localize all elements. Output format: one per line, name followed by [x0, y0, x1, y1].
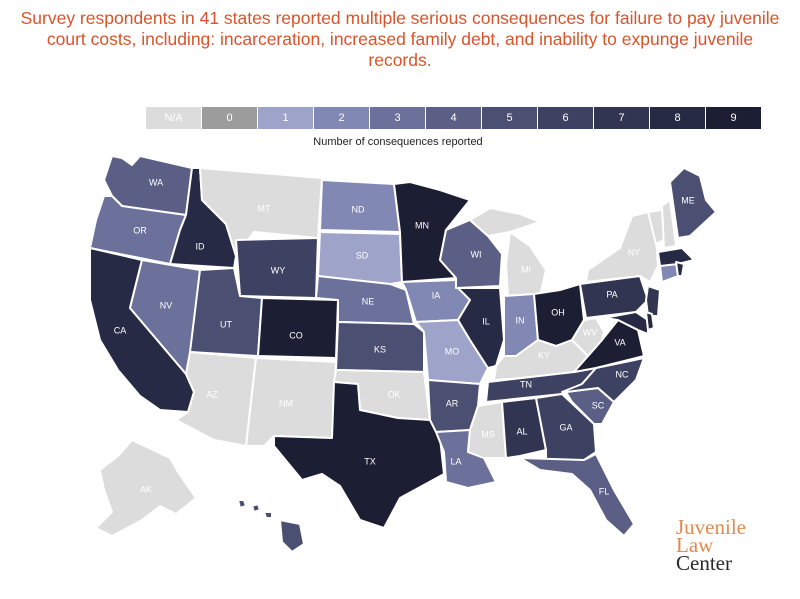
state-nh[interactable]	[661, 199, 677, 249]
label-mo: MO	[445, 346, 460, 356]
state-sd[interactable]	[317, 231, 403, 285]
label-wa: WA	[149, 177, 163, 187]
state-hi[interactable]	[237, 499, 305, 553]
label-ut: UT	[220, 319, 232, 329]
legend-cell-8: 8	[650, 107, 706, 129]
label-wi: WI	[471, 249, 482, 259]
label-ga: GA	[559, 422, 572, 432]
label-nm: NM	[279, 398, 293, 408]
label-ky: KY	[538, 350, 550, 360]
legend-cell-6: 6	[538, 107, 594, 129]
legend-cell-7: 7	[594, 107, 650, 129]
label-id: ID	[196, 241, 206, 251]
logo-line-3: Center	[676, 551, 732, 575]
state-ma[interactable]	[657, 247, 695, 267]
logo-line-2: Law	[676, 533, 714, 557]
label-va: VA	[614, 337, 625, 347]
label-la: LA	[450, 456, 461, 466]
label-ny: NY	[628, 247, 641, 257]
state-il[interactable]	[457, 287, 505, 369]
state-ri[interactable]	[675, 261, 685, 277]
state-ny[interactable]	[585, 211, 659, 283]
label-sd: SD	[356, 250, 369, 260]
label-tn: TN	[520, 379, 532, 389]
label-ks: KS	[374, 344, 386, 354]
label-wv: WV	[583, 327, 598, 337]
state-fl[interactable]	[519, 453, 635, 537]
state-co[interactable]	[257, 297, 339, 359]
state-me[interactable]	[669, 167, 717, 239]
legend-cell-2: 2	[314, 107, 370, 129]
state-nc[interactable]	[561, 357, 645, 403]
label-pa: PA	[606, 289, 617, 299]
logo-line-1: Juvenile	[676, 515, 746, 539]
label-al: AL	[516, 426, 527, 436]
label-nv: NV	[160, 300, 173, 310]
label-ak: AK	[140, 484, 152, 494]
state-ks[interactable]	[335, 321, 425, 373]
label-ar: AR	[446, 398, 459, 408]
label-fl: FL	[599, 486, 610, 496]
juvenile-law-center-logo: Juvenile Law Center	[676, 515, 746, 575]
label-ca: CA	[114, 325, 127, 335]
map-title: Survey respondents in 41 states reported…	[20, 8, 780, 70]
legend-cell-5: 5	[482, 107, 538, 129]
legend-cell-na: N/A	[146, 107, 202, 129]
state-md[interactable]	[603, 311, 649, 335]
label-mi: MI	[521, 264, 531, 274]
label-wy: WY	[271, 265, 286, 275]
state-wv[interactable]	[571, 317, 605, 357]
legend-cell-1: 1	[258, 107, 314, 129]
label-nc: NC	[616, 369, 629, 379]
legend-cell-4: 4	[426, 107, 482, 129]
state-nj[interactable]	[645, 285, 661, 317]
state-mi-upper[interactable]	[469, 207, 541, 237]
label-me: ME	[681, 195, 695, 205]
legend-bar: N/A 0 1 2 3 4 5 6 7 8 9	[146, 107, 762, 129]
label-ne: NE	[362, 296, 375, 306]
legend-caption: Number of consequences reported	[313, 136, 483, 148]
label-in: IN	[516, 315, 525, 325]
label-oh: OH	[551, 307, 565, 317]
legend-cell-3: 3	[370, 107, 426, 129]
label-tx: TX	[364, 456, 376, 466]
label-nd: ND	[352, 204, 365, 214]
label-ok: OK	[387, 389, 400, 399]
legend-cell-9: 9	[706, 107, 762, 129]
label-co: CO	[289, 330, 303, 340]
label-mt: MT	[258, 203, 271, 213]
state-tx[interactable]	[273, 381, 445, 529]
label-hi: HI	[262, 530, 271, 540]
label-sc: SC	[592, 400, 605, 410]
label-az: AZ	[206, 389, 218, 399]
label-or: OR	[133, 225, 147, 235]
label-mn: MN	[415, 220, 429, 230]
state-ak[interactable]	[95, 439, 197, 537]
label-ia: IA	[432, 290, 441, 300]
label-il: IL	[482, 316, 490, 326]
legend-cell-0: 0	[202, 107, 258, 129]
state-al[interactable]	[501, 397, 547, 459]
label-ms: MS	[481, 429, 495, 439]
state-de[interactable]	[645, 311, 655, 331]
